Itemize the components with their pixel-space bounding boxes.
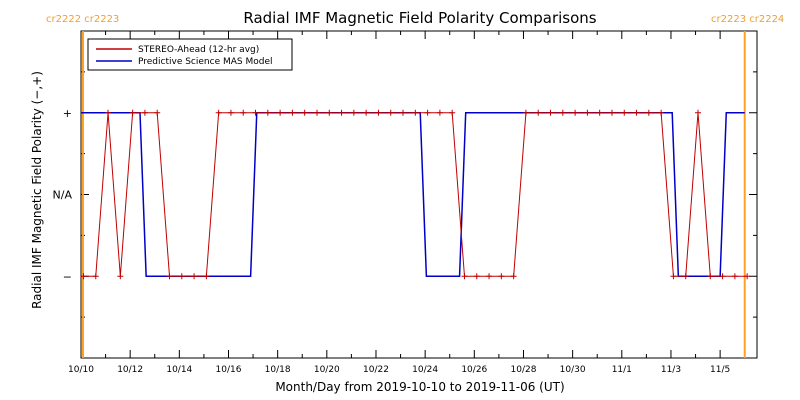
stereo-data-point bbox=[658, 109, 665, 116]
stereo-data-point bbox=[695, 109, 702, 116]
plot-area bbox=[80, 30, 758, 359]
stereo-data-point bbox=[227, 109, 234, 116]
stereo-data-point bbox=[424, 109, 431, 116]
stereo-data-point bbox=[252, 109, 259, 116]
x-axis-label: Month/Day from 2019-10-10 to 2019-11-06 … bbox=[275, 380, 564, 394]
y-tick-label: + bbox=[63, 107, 72, 120]
stereo-data-point bbox=[522, 109, 529, 116]
stereo-data-point bbox=[215, 109, 222, 116]
stereo-data-point bbox=[240, 109, 247, 116]
stereo-data-point bbox=[191, 273, 198, 280]
x-tick-label: 10/24 bbox=[412, 365, 438, 375]
stereo-data-point bbox=[449, 109, 456, 116]
carrington-label-left: cr2222 cr2223 bbox=[46, 14, 119, 25]
stereo-data-point bbox=[461, 273, 468, 280]
x-tick-label: 10/22 bbox=[363, 365, 389, 375]
stereo-data-point bbox=[289, 109, 296, 116]
stereo-data-point bbox=[473, 273, 480, 280]
x-tick-label: 10/10 bbox=[68, 365, 94, 375]
stereo-data-point bbox=[326, 109, 333, 116]
x-tick-label: 10/16 bbox=[216, 365, 242, 375]
stereo-data-point bbox=[682, 273, 689, 280]
x-tick-label: 11/5 bbox=[710, 365, 730, 375]
x-tick-label: 10/12 bbox=[117, 365, 143, 375]
y-tick-label: N/A bbox=[53, 189, 73, 202]
chart-legend: STEREO-Ahead (12-hr avg) Predictive Scie… bbox=[87, 38, 293, 71]
stereo-data-point bbox=[363, 109, 370, 116]
stereo-data-point bbox=[154, 109, 161, 116]
stereo-data-point bbox=[387, 109, 394, 116]
stereo-data-point bbox=[338, 109, 345, 116]
stereo-data-point bbox=[572, 109, 579, 116]
stereo-data-point bbox=[559, 109, 566, 116]
chart-title: Radial IMF Magnetic Field Polarity Compa… bbox=[243, 9, 596, 27]
stereo-data-point bbox=[670, 273, 677, 280]
legend-box bbox=[87, 38, 293, 71]
stereo-data-point bbox=[645, 109, 652, 116]
stereo-data-point bbox=[350, 109, 357, 116]
legend-label-stereo: STEREO-Ahead (12-hr avg) bbox=[138, 45, 259, 55]
stereo-data-point bbox=[117, 273, 124, 280]
stereo-data-point bbox=[731, 273, 738, 280]
stereo-data-point bbox=[510, 273, 517, 280]
stereo-data-point bbox=[375, 109, 382, 116]
stereo-data-point bbox=[400, 109, 407, 116]
stereo-data-point bbox=[129, 109, 136, 116]
stereo-data-point bbox=[621, 109, 628, 116]
stereo-data-point bbox=[178, 273, 185, 280]
stereo-data-point bbox=[105, 109, 112, 116]
stereo-data-point bbox=[608, 109, 615, 116]
stereo-data-point bbox=[166, 273, 173, 280]
stereo-data-point bbox=[301, 109, 308, 116]
stereo-data-point bbox=[744, 273, 751, 280]
x-tick-label: 10/14 bbox=[166, 365, 192, 375]
stereo-data-point bbox=[203, 273, 210, 280]
stereo-data-point bbox=[498, 273, 505, 280]
stereo-data-point bbox=[707, 273, 714, 280]
x-tick-label: 10/28 bbox=[511, 365, 537, 375]
stereo-data-point bbox=[535, 109, 542, 116]
x-tick-label: 10/20 bbox=[314, 365, 340, 375]
stereo-data-point bbox=[547, 109, 554, 116]
stereo-data-point bbox=[412, 109, 419, 116]
stereo-data-point bbox=[92, 273, 99, 280]
x-tick-label: 10/26 bbox=[461, 365, 487, 375]
stereo-data-point bbox=[264, 109, 271, 116]
x-tick-label: 11/1 bbox=[612, 365, 632, 375]
stereo-data-point bbox=[719, 273, 726, 280]
stereo-data-point bbox=[486, 273, 493, 280]
stereo-data-point bbox=[584, 109, 591, 116]
stereo-data-point bbox=[313, 109, 320, 116]
stereo-data-point bbox=[596, 109, 603, 116]
stereo-data-point bbox=[141, 109, 148, 116]
stereo-data-point bbox=[277, 109, 284, 116]
y-tick-label: − bbox=[63, 270, 72, 283]
y-axis-label: Radial IMF Magnetic Field Polarity (−,+) bbox=[30, 71, 44, 309]
stereo-series-line bbox=[83, 112, 748, 277]
x-tick-label: 10/30 bbox=[560, 365, 586, 375]
x-tick-label: 11/3 bbox=[661, 365, 681, 375]
stereo-data-point bbox=[80, 273, 87, 280]
model-series-line bbox=[81, 112, 745, 277]
legend-label-model: Predictive Science MAS Model bbox=[138, 57, 273, 67]
carrington-label-right: cr2223 cr2224 bbox=[711, 14, 784, 25]
stereo-data-point bbox=[633, 109, 640, 116]
x-tick-label: 10/18 bbox=[265, 365, 291, 375]
stereo-data-point bbox=[436, 109, 443, 116]
